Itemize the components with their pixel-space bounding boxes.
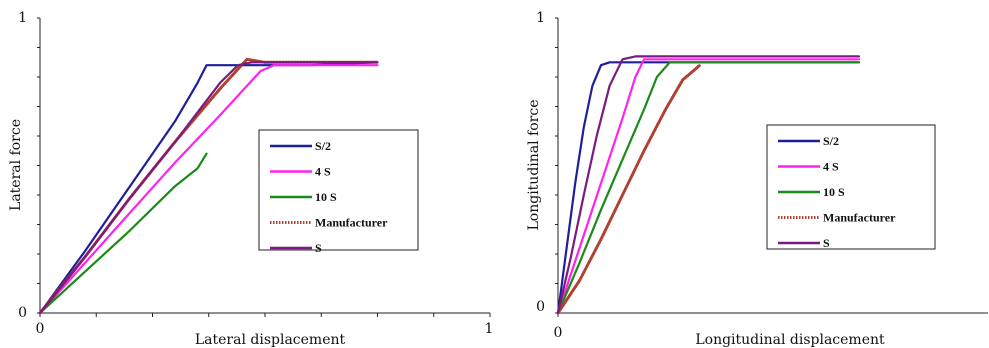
legend-box [766, 124, 936, 250]
legend-label: 10 S [823, 185, 845, 199]
y-tick-label: 1 [18, 10, 27, 26]
legend-label: S [823, 236, 830, 250]
series-line-4-s [556, 58, 861, 315]
x-tick-label: 1 [485, 321, 494, 337]
legend-label: S [315, 241, 322, 255]
legend-box [258, 129, 419, 251]
series-line-s [38, 61, 379, 315]
longitudinal-chart: 00 1 Longitudinal displacement Longitudinal… [526, 10, 988, 348]
legend-label: Manufacturer [315, 216, 388, 230]
legend-label: 4 S [823, 160, 839, 174]
y-tick-label: 1 [536, 10, 545, 26]
x-axis-label: Lateral displacement [195, 332, 346, 348]
y-tick-label: 0 [18, 305, 27, 321]
y-tick-label: 0 [536, 299, 545, 315]
series-line-s-2 [556, 61, 861, 315]
legend-label: S/2 [315, 139, 331, 153]
x-tick-label: 0 [36, 321, 45, 337]
series-line-10-s [556, 61, 861, 315]
legend-label: 10 S [315, 190, 337, 204]
x-axis-label: Longitudinal displacement [695, 332, 885, 348]
legend-label: Manufacturer [823, 211, 896, 225]
y-axis-label: Longitudinal force [526, 100, 542, 231]
x-tick-label: 0 [554, 325, 563, 341]
legend-label: 4 S [315, 165, 331, 179]
series-line-10-s [38, 152, 208, 315]
lateral-chart: 0 1 0 1 Lateral displacement Lateral force S/2… [8, 10, 493, 348]
series-line-manufacturer [556, 63, 702, 315]
legend-label: S/2 [823, 134, 839, 148]
series-line-s [556, 55, 861, 315]
series-line-4-s [38, 64, 379, 315]
y-axis-label: Lateral force [8, 119, 24, 211]
